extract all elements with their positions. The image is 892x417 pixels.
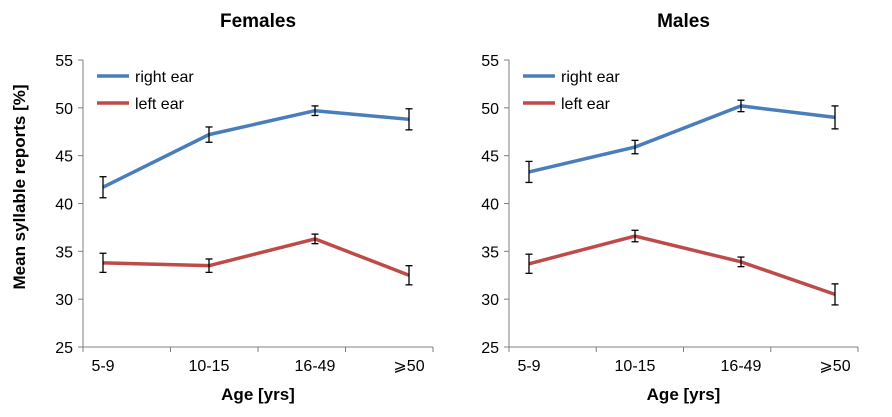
y-tick-label: 50 (481, 101, 499, 118)
legend-label: left ear (135, 96, 185, 113)
series-line-left-ear (528, 234, 836, 297)
x-axis-label: Age [yrs] (647, 385, 721, 404)
y-tick-label: 40 (55, 197, 73, 214)
y-tick-label: 25 (481, 340, 499, 357)
x-tick-label: 5-9 (517, 358, 540, 375)
y-tick-label: 55 (55, 53, 73, 70)
y-tick-label: 55 (481, 53, 499, 70)
x-tick-label: 10-15 (615, 358, 656, 375)
y-tick-label: 40 (481, 197, 499, 214)
x-tick-label: 5-9 (91, 358, 114, 375)
series-line-right-ear (528, 104, 836, 174)
series-line-right-ear (102, 108, 410, 189)
y-tick-label: 30 (55, 292, 73, 309)
y-tick-label: 45 (55, 149, 73, 166)
x-tick-label: 10-15 (189, 358, 230, 375)
chart-panel-females: Females 25 30 35 40 45 50 55 5-9 10-15 16-49 ⩾50 Age… (55, 11, 434, 404)
y-tick-label: 35 (481, 244, 499, 261)
chart-title: Females (220, 11, 296, 32)
y-tick-label: 30 (481, 292, 499, 309)
x-tick-label: 16-49 (295, 358, 336, 375)
x-axis-label: Age [yrs] (221, 385, 295, 404)
y-tick-label: 50 (55, 101, 73, 118)
x-tick-label: ⩾50 (819, 358, 850, 375)
series-line-left-ear (102, 237, 410, 277)
x-tick-label: ⩾50 (393, 358, 424, 375)
y-tick-label: 45 (481, 149, 499, 166)
y-axis-label: Mean syllable reports [%] (10, 84, 29, 289)
legend-label: right ear (561, 69, 620, 86)
chart-title: Males (657, 11, 710, 32)
legend-label: right ear (135, 69, 194, 86)
y-tick-label: 25 (55, 340, 73, 357)
x-tick-label: 16-49 (721, 358, 762, 375)
legend-label: left ear (561, 96, 611, 113)
y-tick-label: 35 (55, 244, 73, 261)
chart-panel-males: Males 25 30 35 40 45 50 55 5-9 10-15 16-49 ⩾50 Age [… (481, 11, 859, 404)
